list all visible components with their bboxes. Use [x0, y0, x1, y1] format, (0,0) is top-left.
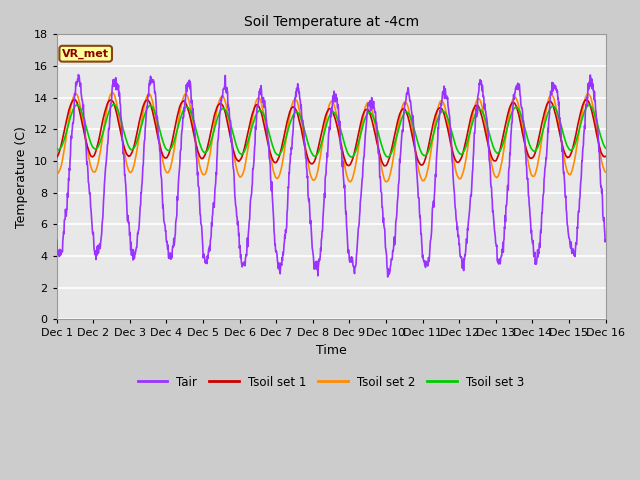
Y-axis label: Temperature (C): Temperature (C): [15, 126, 28, 228]
Legend: Tair, Tsoil set 1, Tsoil set 2, Tsoil set 3: Tair, Tsoil set 1, Tsoil set 2, Tsoil se…: [133, 371, 529, 393]
Text: VR_met: VR_met: [62, 48, 109, 59]
X-axis label: Time: Time: [316, 344, 346, 357]
Title: Soil Temperature at -4cm: Soil Temperature at -4cm: [244, 15, 419, 29]
